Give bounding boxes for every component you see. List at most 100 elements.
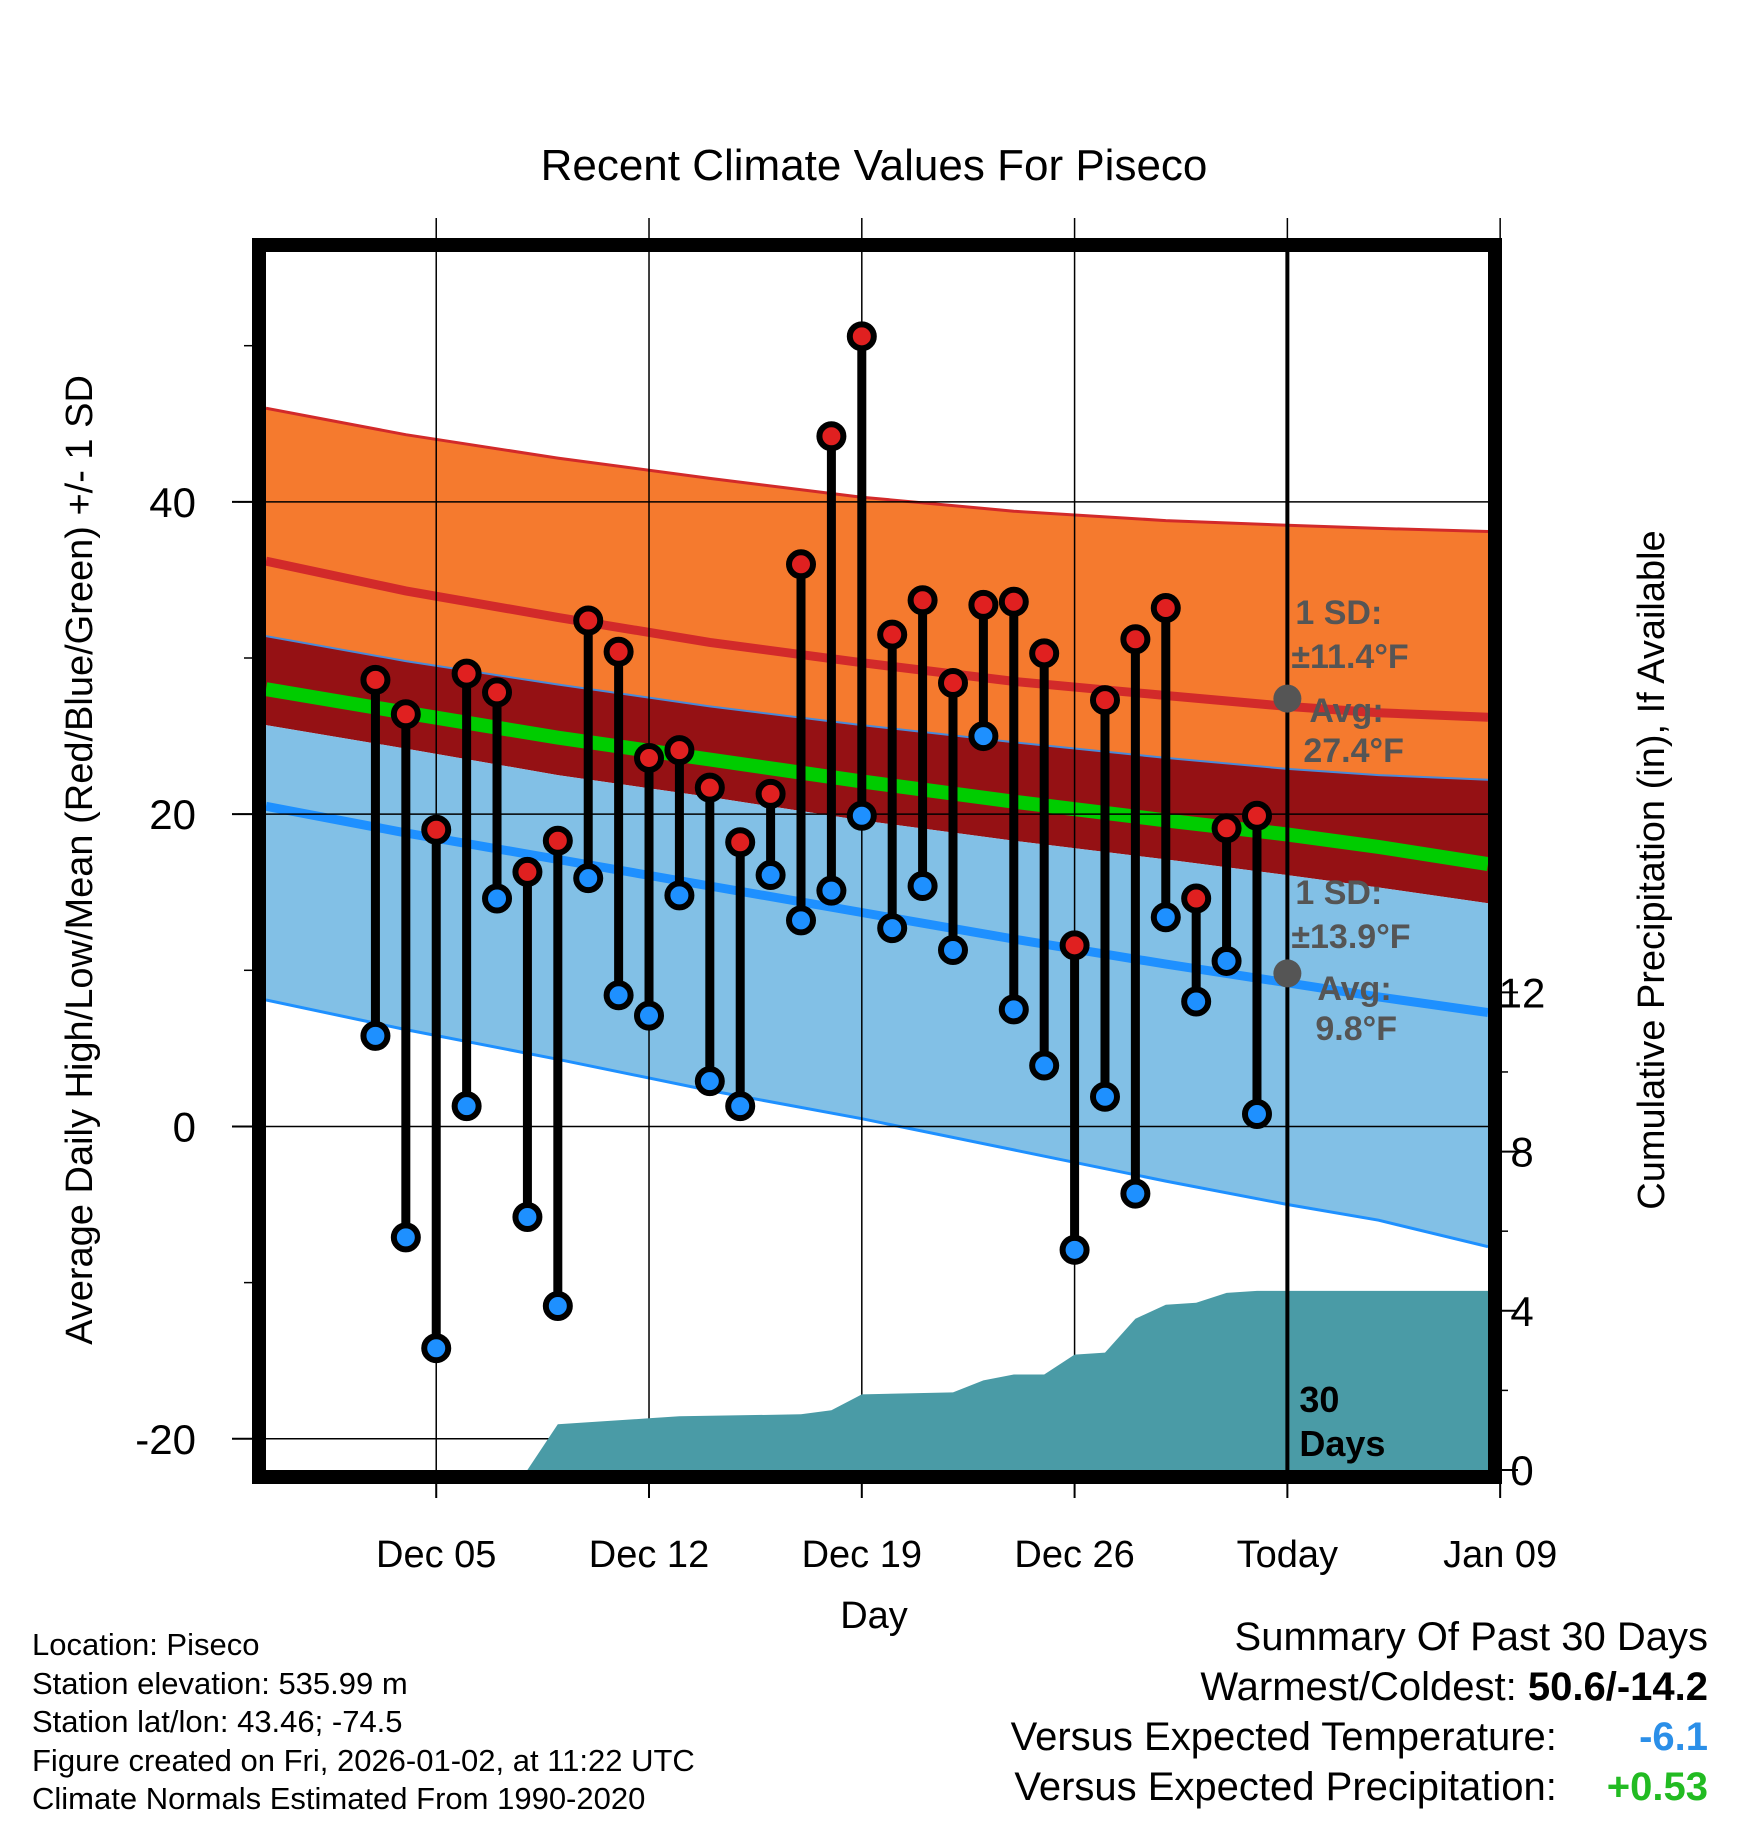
high-point <box>390 699 421 730</box>
high-point <box>1241 800 1272 831</box>
low-point <box>877 913 908 944</box>
high-point <box>1120 624 1151 655</box>
high-point <box>634 742 665 773</box>
high-point <box>482 677 513 708</box>
x-tick-label: Dec 12 <box>589 1534 709 1576</box>
location-info: Location: Piseco Station elevation: 535.… <box>32 1626 695 1819</box>
y2-tick-label: 12 <box>1499 969 1546 1016</box>
y2-axis-title: Cumulative Precipitation (in), If Availa… <box>1631 530 1673 1209</box>
high-avg-label: Avg: <box>1309 692 1383 730</box>
high-point <box>664 735 695 766</box>
low-point <box>573 863 604 894</box>
high-avg-value: 27.4°F <box>1303 732 1404 770</box>
high-point <box>816 421 847 452</box>
low-point <box>512 1202 543 1233</box>
high-point <box>512 856 543 887</box>
low-point <box>907 870 938 901</box>
high-point <box>1089 685 1120 716</box>
low-point <box>451 1091 482 1122</box>
high-point <box>786 549 817 580</box>
y-axis-title: Average Daily High/Low/Mean (Red/Blue/Gr… <box>59 375 101 1345</box>
x-tick-label: Dec 26 <box>1014 1534 1134 1576</box>
high-point <box>998 586 1029 617</box>
low-point <box>634 1000 665 1031</box>
high-point <box>937 667 968 698</box>
warmest-coldest-label: Warmest/Coldest: <box>1200 1665 1517 1709</box>
temp-departure-value: -6.1 <box>1639 1715 1708 1759</box>
low-point <box>664 880 695 911</box>
normals-line: Climate Normals Estimated From 1990-2020 <box>32 1781 646 1816</box>
high-point <box>1059 930 1090 961</box>
summary-box: Summary Of Past 30 Days Warmest/Coldest:… <box>1011 1612 1708 1812</box>
mean-sd-band <box>266 636 1488 904</box>
high-point <box>694 772 725 803</box>
precip-departure-label: Versus Expected Precipitation: <box>1014 1765 1557 1809</box>
y-tick-label: -20 <box>135 1416 196 1463</box>
low-point <box>603 980 634 1011</box>
plot-frame <box>252 238 1502 1484</box>
precip-departure-value: +0.53 <box>1606 1765 1708 1809</box>
high-point <box>1029 638 1060 669</box>
low-point <box>816 875 847 906</box>
low-avg-value: 9.8°F <box>1315 1010 1397 1048</box>
low-sd-band <box>266 806 1488 1247</box>
high-point <box>573 605 604 636</box>
elevation-line: Station elevation: 535.99 m <box>32 1665 408 1701</box>
low-point <box>1059 1234 1090 1265</box>
low-point <box>390 1222 421 1253</box>
low-avg-marker <box>1273 959 1302 988</box>
x-tick-label: Today <box>1237 1534 1338 1576</box>
high-mean-line <box>266 556 1488 722</box>
high-point <box>907 585 938 616</box>
low-point <box>1211 945 1242 976</box>
x-axis-title: Day <box>840 1595 908 1637</box>
x-tick-label: Dec 05 <box>376 1534 496 1576</box>
high-sd-value: ±11.4°F <box>1291 638 1408 676</box>
mean-line <box>266 682 1488 872</box>
low-point <box>1120 1178 1151 1209</box>
high-point <box>1181 883 1212 914</box>
high-upper-line <box>266 406 1488 533</box>
y2-tick-label: 4 <box>1510 1288 1533 1335</box>
y2-tick-label: 8 <box>1510 1129 1533 1176</box>
low-band-fill <box>266 725 1488 1013</box>
high-point <box>725 827 756 858</box>
created-line: Figure created on Fri, 2026-01-02, at 11… <box>32 1742 695 1778</box>
high-point <box>1150 593 1181 624</box>
warmest-coldest-value: 50.6/-14.2 <box>1527 1665 1708 1709</box>
low-mean-line <box>266 801 1488 1017</box>
low-point <box>360 1020 391 1051</box>
y-tick-label: 0 <box>173 1103 196 1150</box>
y-tick-label: 20 <box>149 791 196 838</box>
low-avg-label: Avg: <box>1317 970 1391 1008</box>
high-point <box>421 814 452 845</box>
days-label: Days <box>1299 1423 1385 1464</box>
high-point <box>846 321 877 352</box>
low-point <box>725 1091 756 1122</box>
y-tick-label: 40 <box>149 479 196 526</box>
low-point <box>1150 902 1181 933</box>
low-point <box>1029 1050 1060 1081</box>
summary-title: Summary Of Past 30 Days <box>1234 1615 1708 1659</box>
low-point <box>846 800 877 831</box>
chart-title: Recent Climate Values For Piseco <box>541 141 1208 190</box>
low-point <box>1181 986 1212 1017</box>
high-point <box>603 636 634 667</box>
low-point <box>786 905 817 936</box>
low-sd-label: 1 SD: <box>1295 874 1382 912</box>
high-point <box>755 778 786 809</box>
high-point <box>968 589 999 620</box>
high-point <box>451 658 482 689</box>
high-sd-label: 1 SD: <box>1295 594 1382 632</box>
high-point <box>1211 813 1242 844</box>
low-point <box>542 1291 573 1322</box>
high-point <box>542 825 573 856</box>
x-tick-label: Jan 09 <box>1443 1534 1557 1576</box>
low-point <box>482 883 513 914</box>
days-count-label: 30 <box>1299 1379 1339 1420</box>
high-avg-marker <box>1273 684 1302 713</box>
high-lower-line <box>266 635 1488 781</box>
location-line: Location: Piseco <box>32 1627 260 1662</box>
low-point <box>1241 1098 1272 1129</box>
low-point <box>755 860 786 891</box>
